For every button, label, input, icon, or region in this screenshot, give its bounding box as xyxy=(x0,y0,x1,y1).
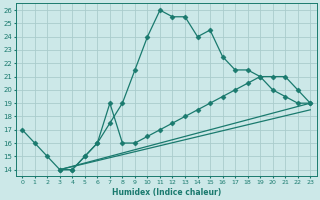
X-axis label: Humidex (Indice chaleur): Humidex (Indice chaleur) xyxy=(112,188,221,197)
